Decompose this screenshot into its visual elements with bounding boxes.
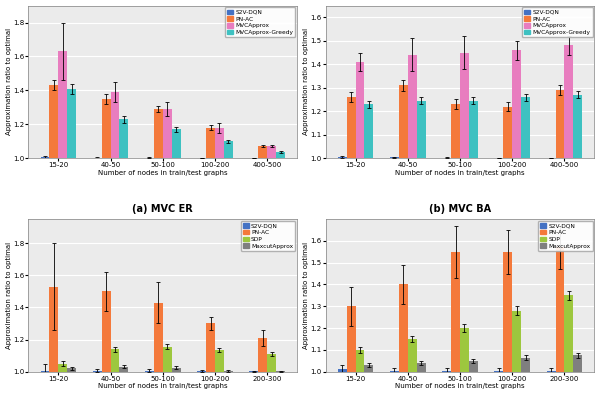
Bar bbox=[494, 370, 503, 372]
Bar bbox=[460, 53, 469, 158]
Bar bbox=[399, 284, 408, 372]
Bar bbox=[347, 97, 356, 158]
Y-axis label: Approximation ratio to optimal: Approximation ratio to optimal bbox=[303, 28, 309, 135]
Bar bbox=[451, 252, 460, 372]
Bar bbox=[338, 157, 347, 158]
Bar bbox=[565, 295, 574, 372]
Bar bbox=[172, 129, 181, 158]
Bar bbox=[58, 364, 67, 372]
Y-axis label: Approximation ratio to optimal: Approximation ratio to optimal bbox=[303, 242, 309, 349]
Bar bbox=[469, 101, 478, 158]
Bar bbox=[556, 90, 565, 158]
Text: (b) MVC BA: (b) MVC BA bbox=[429, 204, 491, 214]
Bar bbox=[110, 92, 119, 158]
Legend: S2V-DQN, PN-AC, SDP, MaxcutApprox: S2V-DQN, PN-AC, SDP, MaxcutApprox bbox=[241, 221, 295, 251]
Bar bbox=[154, 303, 163, 372]
Bar bbox=[521, 358, 530, 372]
Bar bbox=[503, 107, 512, 158]
Bar bbox=[67, 88, 76, 158]
Bar bbox=[163, 347, 172, 372]
Bar bbox=[460, 328, 469, 372]
Bar bbox=[416, 363, 425, 372]
Bar bbox=[408, 55, 416, 158]
Legend: S2V-DQN, PN-AC, SDP, MaxcutApprox: S2V-DQN, PN-AC, SDP, MaxcutApprox bbox=[538, 221, 593, 251]
Bar bbox=[58, 51, 67, 158]
Bar bbox=[267, 354, 276, 372]
X-axis label: Number of nodes in train/test graphs: Number of nodes in train/test graphs bbox=[395, 383, 525, 389]
Bar bbox=[41, 157, 49, 158]
Bar bbox=[356, 62, 364, 158]
Legend: S2V-DQN, PN-AC, MVCApprox, MVCApprox-Greedy: S2V-DQN, PN-AC, MVCApprox, MVCApprox-Gre… bbox=[522, 7, 593, 38]
Bar bbox=[521, 97, 530, 158]
Bar bbox=[512, 311, 521, 372]
Bar bbox=[503, 252, 512, 372]
Bar bbox=[338, 370, 347, 372]
Bar bbox=[197, 371, 206, 372]
Bar bbox=[224, 371, 233, 372]
Bar bbox=[119, 367, 128, 372]
Bar bbox=[67, 368, 76, 372]
Bar bbox=[172, 368, 181, 372]
Bar bbox=[364, 365, 373, 372]
Bar bbox=[364, 104, 373, 158]
Bar bbox=[356, 350, 364, 372]
Bar bbox=[101, 99, 110, 158]
Bar bbox=[547, 370, 556, 372]
X-axis label: Number of nodes in train/test graphs: Number of nodes in train/test graphs bbox=[98, 383, 227, 389]
X-axis label: Number of nodes in train/test graphs: Number of nodes in train/test graphs bbox=[395, 170, 525, 176]
Bar bbox=[101, 291, 110, 372]
Y-axis label: Approximation ratio to optimal: Approximation ratio to optimal bbox=[5, 242, 11, 349]
Bar bbox=[442, 370, 451, 372]
Bar bbox=[347, 306, 356, 372]
Bar bbox=[110, 349, 119, 372]
Bar bbox=[154, 109, 163, 158]
Bar bbox=[163, 109, 172, 158]
Bar bbox=[469, 361, 478, 372]
Bar bbox=[119, 119, 128, 158]
Bar bbox=[259, 146, 267, 158]
Bar bbox=[408, 339, 416, 372]
Bar bbox=[145, 371, 154, 372]
Bar bbox=[49, 286, 58, 372]
Bar bbox=[259, 338, 267, 372]
Bar bbox=[512, 50, 521, 158]
Legend: S2V-DQN, PN-AC, MVCApprox, MVCApprox-Greedy: S2V-DQN, PN-AC, MVCApprox, MVCApprox-Gre… bbox=[224, 7, 295, 38]
Bar bbox=[215, 350, 224, 372]
Bar bbox=[206, 128, 215, 158]
Y-axis label: Approximation ratio to optimal: Approximation ratio to optimal bbox=[5, 28, 11, 135]
Bar bbox=[390, 370, 399, 372]
Bar bbox=[276, 152, 285, 158]
Bar bbox=[399, 85, 408, 158]
Bar bbox=[215, 128, 224, 158]
Bar bbox=[41, 371, 49, 372]
Bar bbox=[451, 104, 460, 158]
Bar bbox=[276, 371, 285, 372]
Bar bbox=[565, 46, 574, 158]
Bar bbox=[556, 247, 565, 372]
Bar bbox=[224, 141, 233, 158]
Bar bbox=[574, 95, 582, 158]
Bar bbox=[49, 85, 58, 158]
Bar bbox=[416, 101, 425, 158]
Text: (a) MVC ER: (a) MVC ER bbox=[133, 204, 193, 214]
Bar bbox=[206, 324, 215, 372]
X-axis label: Number of nodes in train/test graphs: Number of nodes in train/test graphs bbox=[98, 170, 227, 176]
Bar bbox=[574, 356, 582, 372]
Bar bbox=[267, 146, 276, 158]
Bar bbox=[93, 371, 101, 372]
